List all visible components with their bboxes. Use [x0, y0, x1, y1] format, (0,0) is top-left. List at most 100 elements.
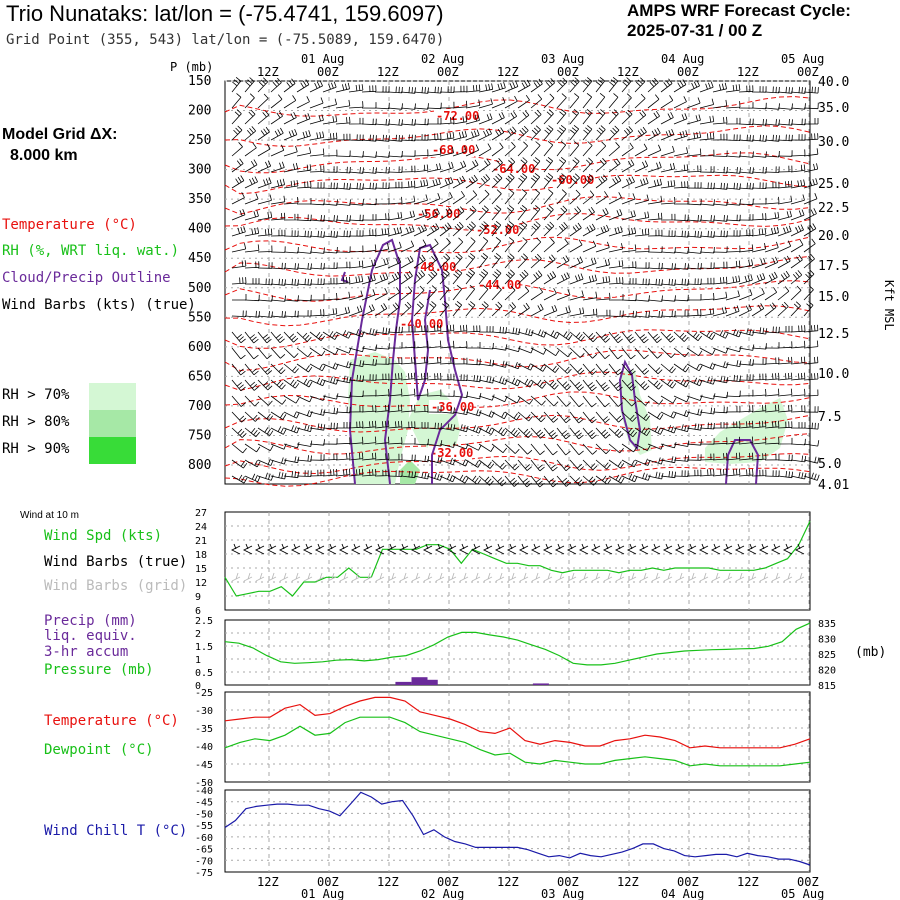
wind-ytick-label: 21 [195, 536, 207, 547]
wind-barb [556, 331, 573, 341]
wind-barb [530, 411, 546, 423]
wind-barb [322, 262, 338, 269]
wind-barb [673, 79, 687, 93]
wind-barb [751, 228, 767, 237]
wind-barb [283, 78, 296, 93]
wind-barb [582, 459, 598, 471]
wind-barb [738, 259, 754, 269]
wind-barb [244, 126, 257, 141]
wind-barb [699, 453, 715, 461]
wind-barb [556, 109, 567, 125]
wind-barb [452, 85, 468, 93]
wind-barb [296, 395, 313, 403]
wind-barb [725, 290, 740, 301]
wind-barb [244, 363, 259, 376]
wind-barb [361, 374, 377, 381]
wind-barb-grid [711, 572, 721, 582]
wind-barb [764, 404, 780, 413]
wind-barb [790, 86, 806, 94]
wind-barb [582, 141, 593, 157]
wind-barb [556, 475, 571, 487]
wind-barb [777, 470, 793, 479]
legend-rh70: RH > 70% [2, 387, 70, 403]
wind-barb [530, 172, 541, 189]
pressure-tick-label: 700 [188, 399, 211, 414]
wind-barb [712, 276, 728, 285]
wind-barb [270, 195, 286, 205]
wind-barb [673, 378, 690, 388]
wind-barb [270, 94, 283, 109]
wind-barb [374, 272, 389, 285]
wind-barb [595, 125, 606, 141]
wind-barb [738, 182, 754, 190]
wind-barb [257, 245, 273, 253]
wind-barb [673, 230, 689, 238]
wind-barb [543, 205, 554, 221]
wind-barb [504, 411, 521, 421]
wind-barb [257, 278, 273, 286]
wind-barb [374, 213, 390, 221]
wind-barb [673, 147, 689, 157]
wind-barb [751, 243, 767, 253]
model-grid-value: 8.000 km [10, 147, 78, 164]
wind-barb [465, 253, 476, 269]
wind-barb [296, 310, 312, 317]
wind-barb [673, 470, 689, 477]
wind-barb-grid [459, 572, 469, 582]
wind-barb [270, 331, 285, 344]
wind-barb [361, 244, 377, 253]
wind-barb [543, 379, 559, 390]
wind-barb [738, 244, 754, 253]
wind-barb [517, 347, 534, 354]
wind-barb-true [422, 543, 433, 555]
wind-barb [634, 245, 650, 253]
wind-barb [543, 475, 558, 488]
wind-barb [387, 271, 401, 285]
wind-barb [751, 303, 765, 317]
wind-barb [621, 411, 637, 422]
wind-barb [283, 425, 300, 434]
wind-barb [556, 124, 567, 141]
wind-barb [426, 356, 442, 365]
wind-barb-true [494, 543, 505, 555]
wind-barb [296, 440, 313, 447]
wind-barb-grid [627, 572, 637, 582]
wind-barb [777, 86, 793, 94]
wind-barb [621, 176, 635, 189]
wind-barb [283, 128, 298, 141]
wind-barb [439, 191, 453, 205]
wind-barb [387, 357, 403, 365]
wind-barb [504, 285, 516, 301]
bottom-time-tick-label: 12Z [497, 875, 519, 889]
wind-barb [478, 83, 494, 93]
wind-barb-true [794, 543, 805, 555]
wind-barb [231, 260, 247, 269]
wind-barb [699, 331, 716, 340]
wind-barb [621, 210, 636, 221]
wind-barb [556, 77, 568, 93]
wind-barb [231, 158, 244, 173]
wind-barb [712, 291, 728, 301]
wind-barb [595, 258, 610, 269]
wind-barb [686, 278, 702, 285]
wind-barb [231, 243, 247, 253]
temperature-label-bg [429, 400, 473, 414]
wind-barb [686, 80, 700, 93]
wind-barb [244, 93, 255, 109]
wind-barb [777, 421, 793, 429]
wind-barb [517, 475, 532, 488]
wind-barb [465, 459, 482, 468]
wind-barb-grid [471, 572, 481, 582]
wind-barb [517, 328, 534, 337]
temp-ytick-label: -35 [195, 724, 213, 735]
wind-barb-grid [735, 572, 745, 582]
wind-barb [595, 443, 611, 455]
wind-barb-true [722, 543, 733, 555]
wind-barb-grid [255, 572, 265, 582]
wind-barb [387, 256, 402, 269]
wind-barb [465, 375, 481, 383]
wind-barb [530, 347, 547, 355]
wind-barb [621, 379, 636, 391]
wind-barb [322, 376, 339, 385]
wind-barb [361, 344, 378, 351]
